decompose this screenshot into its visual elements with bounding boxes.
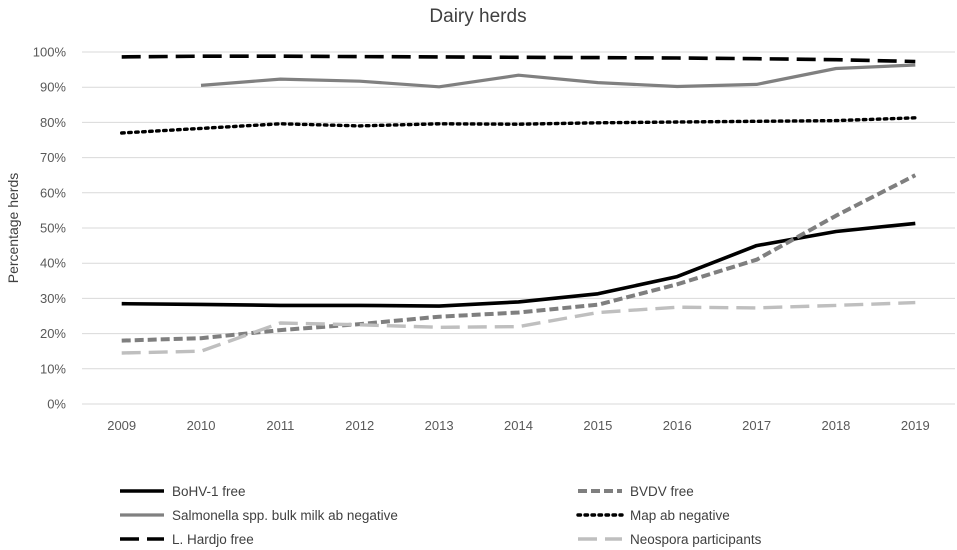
y-tick-label: 30% (40, 291, 66, 306)
x-tick-label: 2012 (345, 418, 374, 433)
legend: BoHV-1 free BVDV free Salmonella spp. bulk… (120, 484, 762, 547)
series-line-3 (119, 116, 917, 135)
series-lines (119, 54, 917, 355)
series-line-1 (121, 173, 917, 343)
series-line-4 (121, 54, 916, 64)
x-tick-label: 2010 (187, 418, 216, 433)
legend-label: BVDV free (630, 484, 694, 499)
x-tick-label: 2017 (742, 418, 771, 433)
y-tick-label: 100% (33, 45, 67, 60)
x-tick-label: 2009 (107, 418, 136, 433)
y-tick-label: 10% (40, 361, 66, 376)
series-line-2 (200, 63, 916, 89)
series-line-0 (121, 221, 916, 308)
x-tick-label: 2019 (901, 418, 930, 433)
y-axis-title: Percentage herds (5, 173, 21, 284)
x-tick-label: 2011 (266, 418, 294, 433)
legend-label: Neospora participants (630, 532, 762, 547)
x-tick-labels: 2009 2010 2011 2012 2013 2014 2015 2016 2017 2018… (107, 418, 930, 433)
legend-label: L. Hardjo free (172, 532, 254, 547)
y-tick-label: 0% (47, 397, 66, 412)
y-tick-label: 40% (40, 256, 66, 271)
legend-label: BoHV-1 free (172, 484, 246, 499)
x-tick-label: 2018 (821, 418, 850, 433)
gridlines (82, 51, 955, 405)
x-tick-label: 2016 (663, 418, 692, 433)
y-tick-labels: 0% 10% 20% 30% 40% 50% 60% 70% 80% 90% 100% (33, 45, 67, 412)
y-tick-label: 90% (40, 80, 66, 95)
legend-label: Salmonella spp. bulk milk ab negative (172, 508, 398, 523)
chart-title: Dairy herds (429, 6, 526, 27)
y-tick-label: 60% (40, 185, 66, 200)
x-tick-label: 2014 (504, 418, 533, 433)
y-tick-label: 70% (40, 150, 66, 165)
x-tick-label: 2013 (425, 418, 454, 433)
y-tick-label: 80% (40, 115, 66, 130)
y-tick-label: 20% (40, 326, 66, 341)
series-line-5 (121, 300, 916, 355)
legend-label: Map ab negative (630, 508, 730, 523)
x-tick-label: 2015 (583, 418, 612, 433)
y-tick-label: 50% (40, 221, 66, 236)
